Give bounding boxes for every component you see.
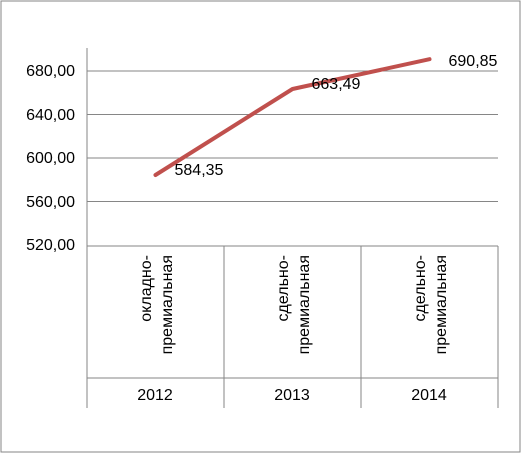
x-category-type-label: сдельно- <box>275 255 292 321</box>
y-tick-label: 600,00 <box>26 150 75 167</box>
x-category-type-label: окладно- <box>138 255 155 322</box>
y-axis-tick-labels: 520,00 560,00 600,00 640,00 680,00 <box>26 63 75 254</box>
x-category-type-label: сдельно- <box>412 255 429 321</box>
data-label: 690,85 <box>449 53 498 70</box>
data-label: 584,35 <box>175 162 224 179</box>
x-category-year-label: 2013 <box>274 387 310 404</box>
y-tick-label: 560,00 <box>26 194 75 211</box>
series-line <box>153 57 432 177</box>
gridlines <box>87 70 498 202</box>
y-tick-label: 680,00 <box>26 63 75 80</box>
x-category-year-label: 2012 <box>137 387 173 404</box>
x-category-type-label: премиальная <box>296 255 313 354</box>
x-category-type-label: премиальная <box>433 255 450 354</box>
y-tick-label: 640,00 <box>26 107 75 124</box>
data-label: 663,49 <box>312 76 361 93</box>
y-tick-label: 520,00 <box>26 237 75 254</box>
x-category-year-label: 2014 <box>411 387 447 404</box>
data-labels: 584,35 663,49 690,85 <box>175 53 498 179</box>
x-category-type-label: премиальная <box>159 255 176 354</box>
